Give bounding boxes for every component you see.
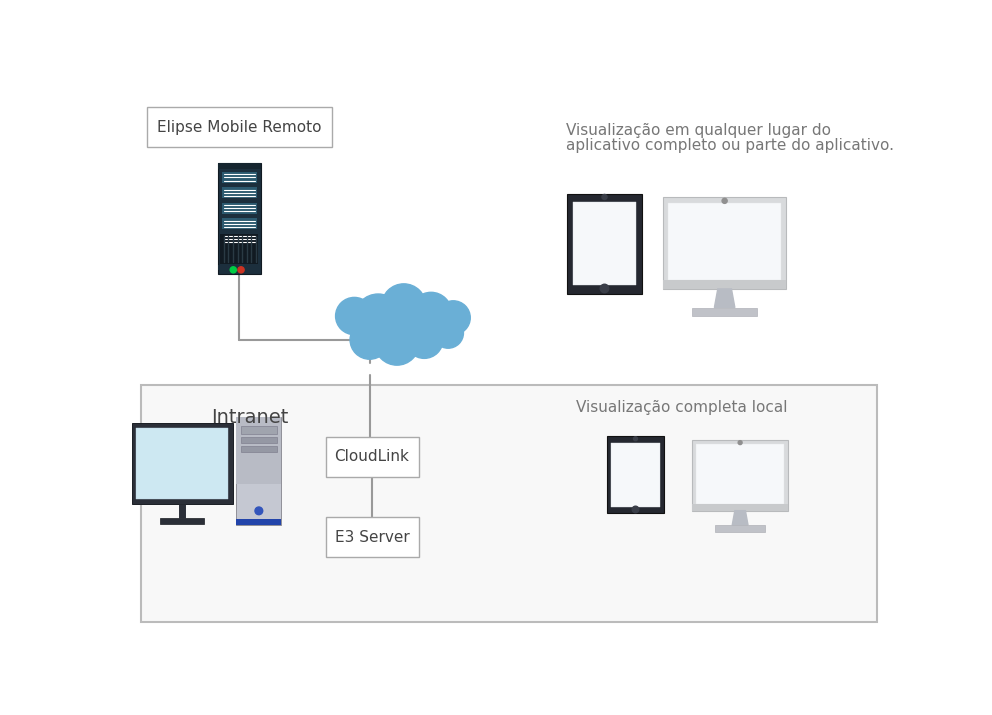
Circle shape: [382, 284, 426, 328]
FancyBboxPatch shape: [218, 163, 261, 169]
Circle shape: [255, 507, 263, 515]
FancyBboxPatch shape: [222, 234, 257, 245]
FancyBboxPatch shape: [663, 280, 787, 289]
Circle shape: [335, 297, 373, 335]
Circle shape: [375, 321, 419, 365]
FancyBboxPatch shape: [663, 197, 787, 289]
FancyBboxPatch shape: [141, 385, 877, 622]
FancyBboxPatch shape: [696, 444, 784, 504]
FancyBboxPatch shape: [222, 187, 257, 198]
Text: Intranet: Intranet: [211, 408, 289, 427]
FancyBboxPatch shape: [222, 203, 257, 214]
FancyBboxPatch shape: [222, 172, 257, 183]
Text: Visualização completa local: Visualização completa local: [576, 400, 788, 415]
Circle shape: [433, 317, 463, 348]
FancyBboxPatch shape: [236, 417, 282, 525]
FancyBboxPatch shape: [218, 163, 261, 275]
FancyBboxPatch shape: [325, 437, 419, 477]
FancyBboxPatch shape: [137, 428, 228, 499]
FancyBboxPatch shape: [147, 107, 331, 147]
Circle shape: [738, 440, 742, 445]
Text: Elipse Mobile Remoto: Elipse Mobile Remoto: [157, 120, 321, 135]
Circle shape: [406, 321, 443, 358]
FancyBboxPatch shape: [222, 218, 257, 229]
Text: CloudLink: CloudLink: [334, 450, 410, 465]
Circle shape: [632, 506, 639, 513]
FancyBboxPatch shape: [241, 426, 277, 434]
FancyBboxPatch shape: [218, 265, 261, 270]
FancyBboxPatch shape: [668, 202, 782, 280]
FancyBboxPatch shape: [236, 417, 282, 484]
FancyBboxPatch shape: [220, 235, 259, 264]
Circle shape: [354, 294, 402, 342]
Circle shape: [436, 301, 470, 335]
FancyBboxPatch shape: [692, 307, 757, 316]
FancyBboxPatch shape: [567, 194, 642, 294]
FancyBboxPatch shape: [325, 517, 419, 557]
FancyBboxPatch shape: [161, 518, 203, 524]
FancyBboxPatch shape: [611, 443, 660, 507]
Circle shape: [230, 267, 236, 273]
Circle shape: [602, 194, 607, 199]
Circle shape: [722, 198, 727, 203]
FancyBboxPatch shape: [715, 525, 765, 532]
FancyBboxPatch shape: [236, 518, 282, 525]
Circle shape: [350, 320, 389, 359]
FancyBboxPatch shape: [573, 202, 636, 285]
Text: E3 Server: E3 Server: [334, 530, 410, 545]
FancyBboxPatch shape: [692, 504, 788, 511]
Circle shape: [600, 285, 609, 292]
FancyBboxPatch shape: [132, 423, 232, 504]
Polygon shape: [714, 289, 735, 307]
Text: Visualização em qualquer lugar do: Visualização em qualquer lugar do: [565, 123, 830, 138]
Circle shape: [411, 292, 451, 333]
Circle shape: [634, 437, 638, 440]
Text: aplicativo completo ou parte do aplicativo.: aplicativo completo ou parte do aplicati…: [565, 138, 894, 153]
Circle shape: [238, 267, 244, 273]
Polygon shape: [732, 511, 748, 525]
FancyBboxPatch shape: [241, 446, 277, 453]
FancyBboxPatch shape: [692, 440, 788, 511]
FancyBboxPatch shape: [606, 436, 665, 513]
FancyBboxPatch shape: [241, 437, 277, 443]
